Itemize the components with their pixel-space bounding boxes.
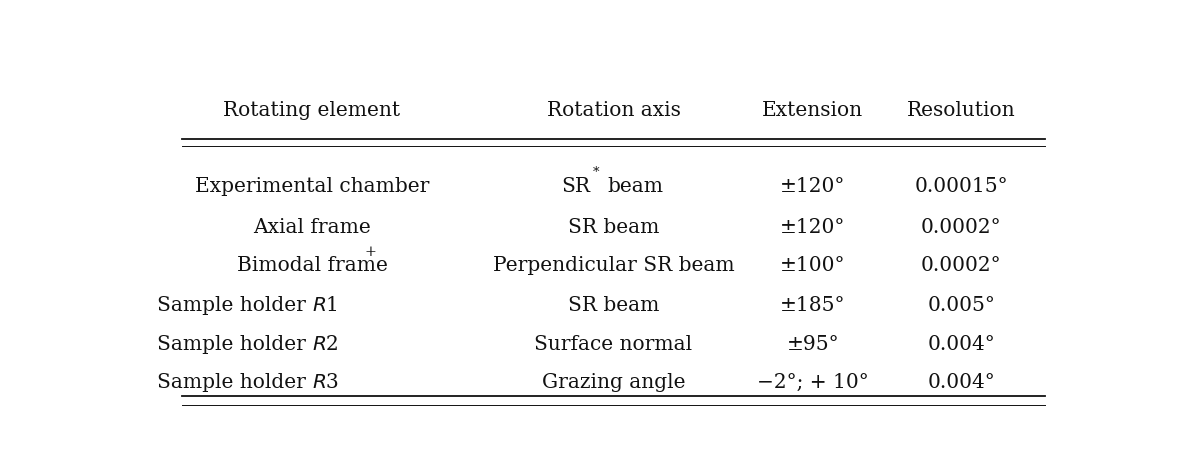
Text: beam: beam — [607, 177, 663, 196]
Text: *: * — [593, 166, 600, 180]
Text: SR: SR — [561, 177, 590, 196]
Text: ±120°: ±120° — [780, 177, 845, 196]
Text: Sample holder: Sample holder — [157, 373, 312, 392]
Text: ±100°: ±100° — [780, 256, 845, 275]
Text: ±185°: ±185° — [780, 296, 845, 315]
Text: Resolution: Resolution — [907, 101, 1015, 120]
Text: Bimodal frame: Bimodal frame — [237, 256, 388, 275]
Text: 0.005°: 0.005° — [928, 296, 995, 315]
Text: 0.004°: 0.004° — [928, 334, 995, 353]
Text: Grazing angle: Grazing angle — [542, 373, 685, 392]
Text: Perpendicular SR beam: Perpendicular SR beam — [493, 256, 734, 275]
Text: Surface normal: Surface normal — [534, 334, 693, 353]
Text: ±120°: ±120° — [780, 218, 845, 237]
Text: Sample holder: Sample holder — [157, 296, 312, 315]
Text: −2°; + 10°: −2°; + 10° — [757, 373, 869, 392]
Text: ±95°: ±95° — [786, 334, 839, 353]
Text: 0.0002°: 0.0002° — [920, 218, 1002, 237]
Text: Rotation axis: Rotation axis — [547, 101, 680, 120]
Text: $\mathit{R}$1: $\mathit{R}$1 — [312, 296, 338, 315]
Text: SR beam: SR beam — [567, 296, 660, 315]
Text: Extension: Extension — [762, 101, 863, 120]
Text: 0.004°: 0.004° — [928, 373, 995, 392]
Text: Axial frame: Axial frame — [253, 218, 371, 237]
Text: +: + — [364, 245, 376, 258]
Text: $\mathit{R}$3: $\mathit{R}$3 — [312, 373, 339, 392]
Text: Rotating element: Rotating element — [224, 101, 401, 120]
Text: 0.00015°: 0.00015° — [915, 177, 1008, 196]
Text: Sample holder: Sample holder — [157, 334, 312, 353]
Text: SR beam: SR beam — [567, 218, 660, 237]
Text: Experimental chamber: Experimental chamber — [195, 177, 430, 196]
Text: $\mathit{R}$2: $\mathit{R}$2 — [312, 334, 339, 353]
Text: 0.0002°: 0.0002° — [920, 256, 1002, 275]
